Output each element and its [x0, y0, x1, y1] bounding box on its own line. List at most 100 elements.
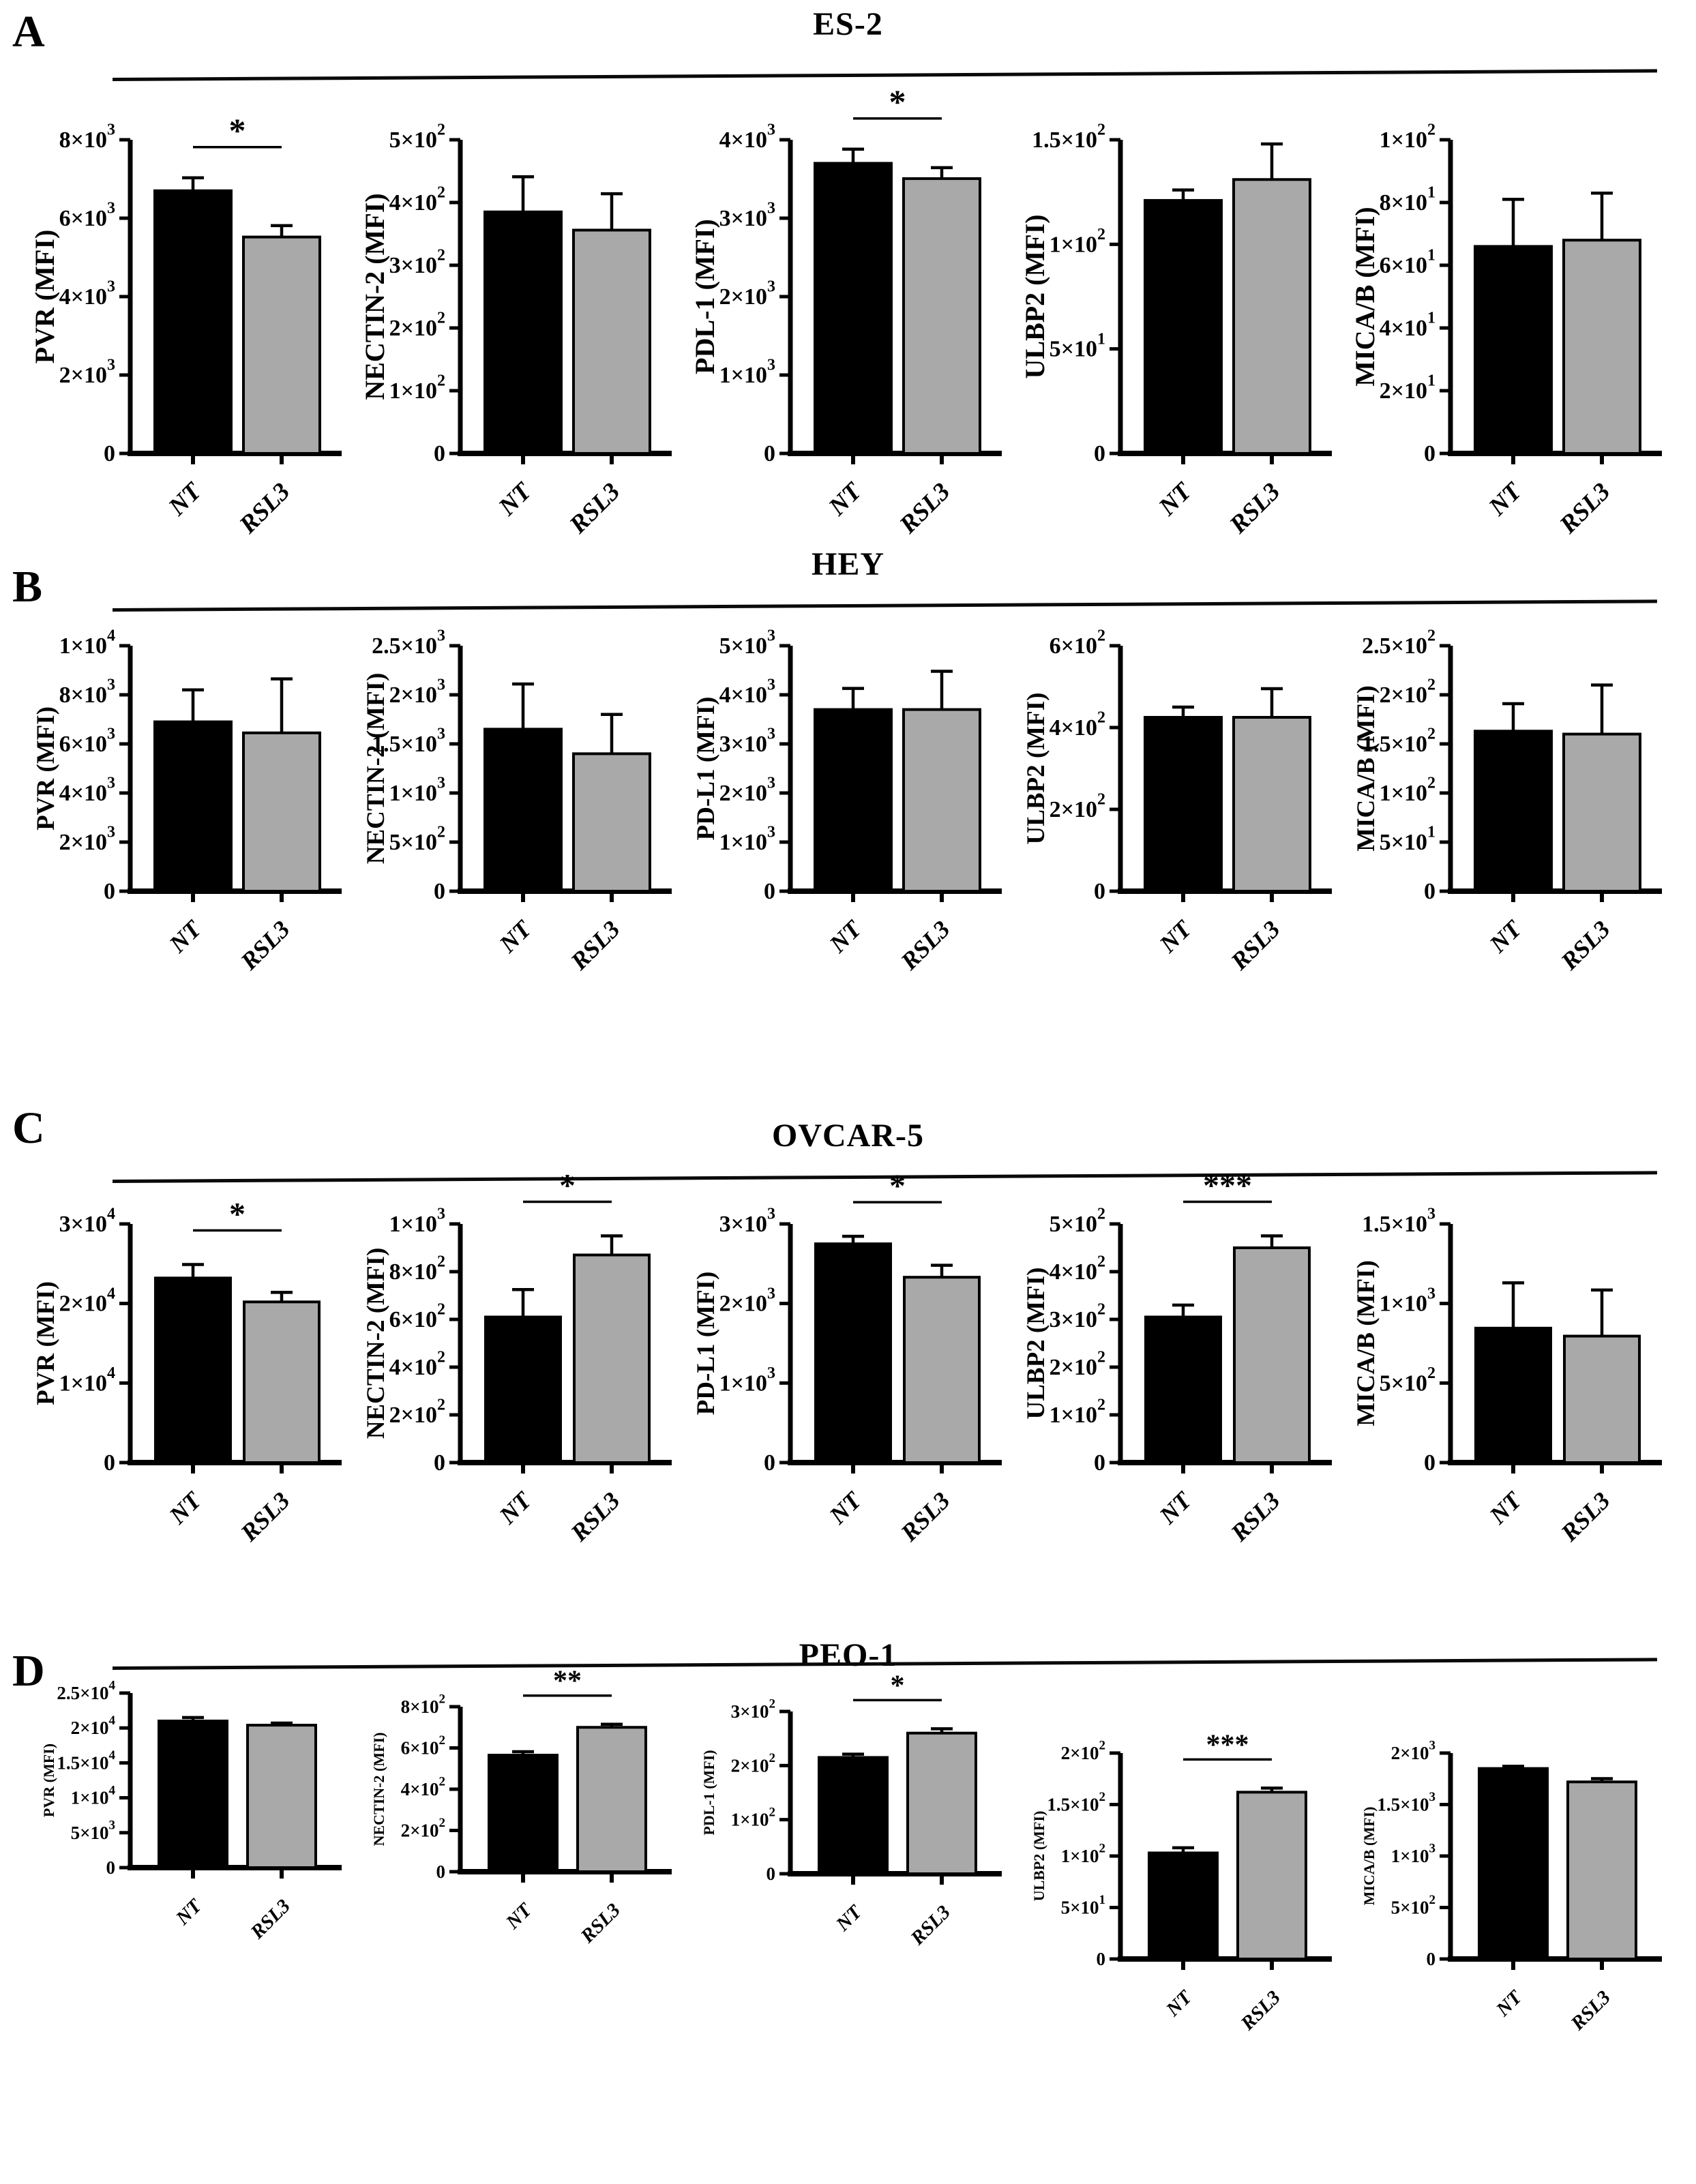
y-tick-label: 1×104: [59, 1364, 115, 1396]
bar-chart-svg: PVR (MFI) 0 5×103 1×104 1.5×104 2×104 2.5×104 N…: [40, 1678, 342, 1944]
bar-chart-svg: NECTIN-2 (MFI) 0 5×102 1×103 1.5×103 2×103 2.5…: [362, 627, 672, 976]
x-tick-label-rsl3: RSL3: [1566, 1986, 1614, 2035]
bar-chart-svg: MICA/B (MFI) 0 2×101 4×101 6×101 8×101 1×102 NT…: [1350, 121, 1662, 539]
y-tick-label: 1.5×102: [1047, 1790, 1105, 1815]
y-tick-label: 0: [1094, 1450, 1105, 1476]
y-tick-label: 0: [1094, 441, 1105, 466]
y-tick-label: 3×104: [59, 1206, 115, 1237]
bar-chart-svg: NECTIN-2 (MFI) 0 2×102 4×102 6×102 8×102 NT RSL…: [370, 1666, 672, 1948]
chart-es-2-mica-b-mfi: MICA/B (MFI) 0 2×101 4×101 6×101 8×101 1×102 NT…: [1348, 85, 1669, 545]
y-axis-label: PVR (MFI): [29, 230, 60, 364]
y-tick-label: 4×103: [59, 278, 115, 310]
y-axis-label: PVR (MFI): [40, 1744, 57, 1817]
chart-peo-1-mica-b-mfi: MICA/B (MFI) 0 5×102 1×103 1.5×103 2×103 NT RSL…: [1348, 1683, 1669, 2092]
y-axis-label: ULBP2 (MFI): [1022, 693, 1050, 845]
x-tick-label-nt: NT: [493, 1486, 537, 1529]
y-tick-label: 0: [764, 879, 775, 904]
y-tick-label: 1.5×102: [1032, 121, 1105, 153]
y-tick-label: 0: [1096, 1949, 1105, 1969]
y-tick-label: 2×102: [1379, 676, 1435, 708]
bar-nt: [483, 210, 563, 455]
y-tick-label: 4×103: [719, 676, 775, 708]
significance-stars: ***: [1206, 1729, 1249, 1761]
bar-chart-svg: PDL-1 (MFI) 0 1×102 2×102 3×102 NT RSL3 *: [700, 1670, 1002, 1950]
bar-chart-svg: PD-L1 (MFI) 0 1×103 2×103 3×103 4×103 5×103 NT R…: [692, 627, 1002, 976]
bar-chart-svg: NECTIN-2 (MFI) 0 2×102 4×102 6×102 8×102 1×103…: [362, 1168, 672, 1547]
y-tick-label: 8×103: [59, 121, 115, 153]
x-tick-label-nt: NT: [1153, 914, 1197, 958]
bar-chart-svg: PDL-1 (MFI) 0 1×103 2×103 3×103 4×103 NT RSL3 *: [689, 83, 1002, 539]
y-tick-label: 5×102: [389, 121, 445, 153]
y-tick-label: 1×104: [59, 627, 115, 659]
y-tick-label: 1×103: [719, 357, 775, 388]
bar-rsl3: [906, 1731, 977, 1875]
y-axis-label: PDL-1 (MFI): [689, 219, 720, 374]
x-tick-label-nt: NT: [163, 914, 207, 958]
charts-row-a: PVR (MFI) 0 2×103 4×103 6×103 8×103 NT RSL3 * NEC…: [0, 83, 1696, 545]
y-tick-label: 1×102: [389, 372, 445, 404]
x-tick-label-nt: NT: [1483, 1486, 1527, 1529]
significance-stars: **: [553, 1666, 582, 1697]
charts-row-b: PVR (MFI) 0 2×103 4×103 6×103 8×103 1×104 NT RSL…: [0, 627, 1696, 1089]
y-tick-label: 1×103: [389, 775, 445, 806]
y-tick-label: 1×103: [1390, 1841, 1435, 1866]
y-axis-label: PDL-1 (MFI): [700, 1750, 717, 1835]
y-tick-label: 5×102: [1379, 1364, 1435, 1396]
y-tick-label: 0: [436, 1861, 445, 1882]
panel-b: B HEY PVR (MFI) 0 2×103 4×103 6×103 8×103 1×10…: [0, 545, 1696, 1091]
bar-nt: [1477, 1767, 1549, 1961]
bar-nt: [153, 720, 233, 893]
bar-rsl3: [1562, 1334, 1641, 1464]
y-tick-label: 0: [104, 441, 115, 466]
x-tick-label-rsl3: RSL3: [1225, 915, 1285, 975]
y-tick-label: 3×103: [719, 1206, 775, 1237]
bar-rsl3: [242, 1300, 321, 1464]
chart-ovcar-5-pd-l1-mfi: PD-L1 (MFI) 0 1×103 2×103 3×103 NT RSL3 *: [688, 1168, 1009, 1635]
y-tick-label: 1×102: [730, 1805, 775, 1830]
y-tick-label: 1×102: [1379, 121, 1435, 153]
y-tick-label: 0: [1424, 879, 1435, 904]
y-tick-label: 2.5×103: [372, 627, 445, 659]
bar-rsl3: [902, 708, 981, 893]
bar-rsl3: [241, 235, 321, 455]
y-tick-label: 2×102: [389, 310, 445, 341]
chart-ovcar-5-nectin-2-mfi: NECTIN-2 (MFI) 0 2×102 4×102 6×102 8×102 1×103…: [358, 1168, 679, 1635]
y-tick-label: 4×102: [400, 1774, 445, 1799]
y-tick-label: 8×102: [400, 1692, 445, 1717]
y-tick-label: 8×101: [1379, 184, 1435, 215]
y-tick-label: 2×103: [1390, 1738, 1435, 1763]
y-tick-label: 3×102: [1049, 1301, 1105, 1332]
y-tick-label: 0: [104, 1450, 115, 1476]
chart-hey-nectin-2-mfi: NECTIN-2 (MFI) 0 5×102 1×103 1.5×103 2×103 2.5…: [358, 627, 679, 1089]
panel-c: C OVCAR-5 PVR (MFI) 0 1×104 2×104 3×104 NT RSL…: [0, 1091, 1696, 1636]
y-tick-label: 2×102: [389, 1396, 445, 1428]
y-tick-label: 1.5×104: [57, 1748, 115, 1774]
y-axis-label: NECTIN-2 (MFI): [362, 1248, 390, 1439]
significance-stars: *: [228, 111, 246, 149]
y-tick-label: 4×102: [1049, 709, 1105, 741]
panel-title-hey: HEY: [811, 546, 884, 582]
y-tick-label: 2×103: [389, 676, 445, 708]
bar-rsl3: [571, 228, 651, 455]
bar-nt: [814, 1242, 892, 1465]
bar-chart-svg: MICA/B (MFI) 0 5×101 1×102 1.5×102 2×102 2.5×1…: [1352, 627, 1662, 976]
panel-underline-a: [112, 69, 1657, 81]
panel-letter-d: D: [12, 1646, 45, 1696]
x-tick-label-nt: NT: [822, 477, 867, 522]
panel-a: A ES-2 PVR (MFI) 0 2×103 4×103 6×103 8×103 NT R…: [0, 0, 1696, 545]
y-tick-label: 3×103: [719, 200, 775, 231]
y-tick-label: 6×102: [1049, 627, 1105, 659]
bar-rsl3: [1236, 1791, 1307, 1960]
panel-letter-a: A: [12, 7, 45, 57]
bar-chart-svg: PD-L1 (MFI) 0 1×103 2×103 3×103 NT RSL3 *: [692, 1168, 1002, 1547]
chart-ovcar-5-pvr-mfi: PVR (MFI) 0 1×104 2×104 3×104 NT RSL3 *: [28, 1180, 348, 1635]
y-tick-label: 2.5×102: [1362, 627, 1435, 659]
bar-chart-svg: PVR (MFI) 0 2×103 4×103 6×103 8×103 NT RSL3 *: [29, 111, 342, 539]
x-tick-label-nt: NT: [501, 1898, 537, 1934]
y-tick-label: 8×103: [59, 676, 115, 708]
bar-nt: [1473, 245, 1553, 455]
bar-chart-svg: PVR (MFI) 0 2×103 4×103 6×103 8×103 1×104 NT RSL…: [32, 627, 342, 976]
bar-nt: [1474, 1326, 1552, 1464]
chart-peo-1-ulbp2-mfi: ULBP2 (MFI) 0 5×101 1×102 1.5×102 2×102 NT RSL3…: [1018, 1683, 1339, 2092]
chart-hey-ulbp2-mfi: ULBP2 (MFI) 0 2×102 4×102 6×102 NT RSL3: [1018, 627, 1339, 1089]
